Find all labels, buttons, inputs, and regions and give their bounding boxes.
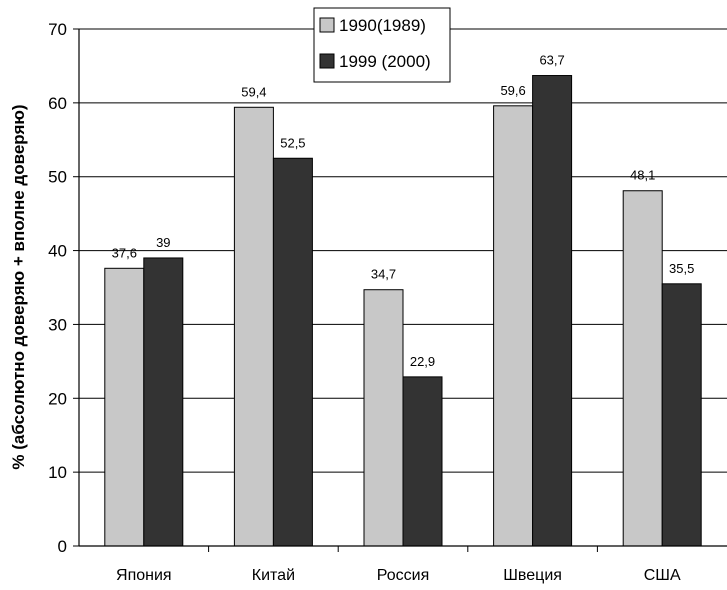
legend-label-series-2: 1999 (2000): [339, 52, 431, 71]
y-tick-label: 10: [48, 463, 67, 482]
data-label: 52,5: [280, 135, 305, 150]
data-label: 39: [156, 235, 170, 250]
bar-series-1: [364, 290, 403, 546]
y-tick-label: 0: [58, 537, 67, 556]
data-label: 59,4: [241, 84, 266, 99]
x-category-labels: Япония Китай Россия Швеция США: [116, 567, 681, 584]
data-label: 59,6: [500, 83, 525, 98]
data-label: 37,6: [112, 245, 137, 260]
data-label: 63,7: [539, 53, 564, 68]
bar-series-2: [403, 377, 442, 546]
x-category-label: Швеция: [503, 567, 562, 584]
x-category-label: Япония: [116, 567, 172, 584]
bar-series-2: [273, 158, 312, 546]
legend-swatch-series-1: [320, 18, 334, 32]
x-category-label: США: [644, 567, 681, 584]
x-category-label: Россия: [377, 567, 429, 584]
bar-series-1: [494, 106, 533, 546]
y-tick-label: 20: [48, 389, 67, 408]
y-tick-label: 70: [48, 20, 67, 39]
y-tick-label: 30: [48, 315, 67, 334]
bar-series-1: [623, 191, 662, 546]
data-label: 35,5: [669, 261, 694, 276]
bar-series-2: [662, 284, 701, 546]
data-label: 48,1: [630, 168, 655, 183]
data-label: 34,7: [371, 267, 396, 282]
x-category-label: Китай: [252, 567, 295, 584]
y-tick-label: 50: [48, 168, 67, 187]
legend-label-series-1: 1990(1989): [339, 16, 426, 35]
y-tick-label: 60: [48, 94, 67, 113]
legend-swatch-series-2: [320, 54, 334, 68]
data-label: 22,9: [410, 354, 435, 369]
bar-series-2: [533, 76, 572, 546]
y-axis-label: % (абсолютно доверяю + вполне доверяю): [9, 104, 28, 469]
legend: 1990(1989) 1999 (2000): [314, 8, 450, 82]
bar-series-2: [144, 258, 183, 546]
bar-series-1: [234, 107, 273, 546]
y-tick-label: 40: [48, 242, 67, 261]
y-tick-labels: 0 10 20 30 40 50 60 70: [48, 20, 67, 556]
bar-series-1: [105, 268, 144, 546]
